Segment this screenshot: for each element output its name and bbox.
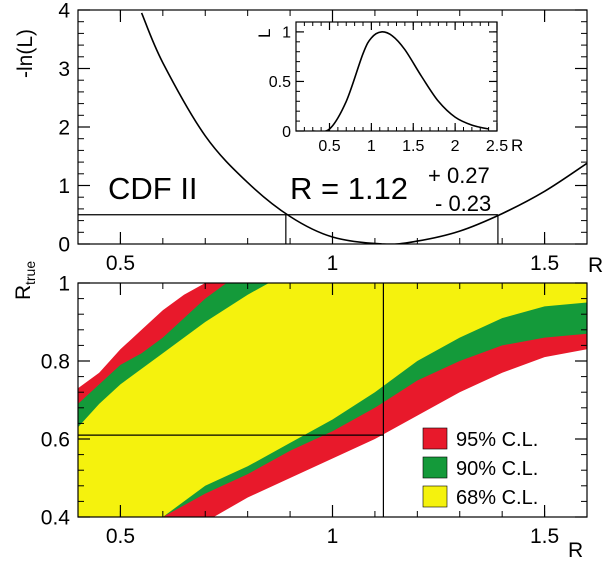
inset-panel: 0.5 1 1.5 2 2.5 00.51 R L — [255, 21, 523, 155]
bottom-panel: 0.5 1 1.5 0.4 0.6 0.8 1 R R true 95% C.L. 90% … — [12, 261, 588, 562]
y-tick-label: 0 — [282, 124, 291, 141]
rtrue-label-main: R — [12, 285, 35, 300]
top-panel: 0.5 1 1.5 0 1 2 3 4 R -ln(L) CDF II R = 1.12 +… — [14, 0, 603, 277]
result-value: R = 1.12 — [290, 171, 408, 206]
y-tick-label: 0.5 — [269, 74, 291, 91]
bottom-x-tick-labels: 0.5 1 1.5 — [106, 525, 559, 548]
x-tick-label: 1.5 — [530, 252, 559, 275]
result-minus-error: - 0.23 — [435, 191, 491, 216]
x-tick-label: 1 — [327, 252, 339, 275]
inset-axis-ticks — [295, 21, 498, 132]
x-tick-label: 2 — [451, 138, 460, 155]
x-tick-label: 1 — [367, 138, 376, 155]
bottom-axis-ticks — [77, 282, 588, 518]
bottom-y-axis-label: R true — [12, 261, 38, 300]
legend-swatch — [422, 485, 448, 508]
confidence-bands — [78, 283, 587, 517]
top-x-axis-label: R — [588, 254, 603, 277]
legend-swatch — [422, 456, 448, 479]
likelihood-curve — [312, 31, 489, 131]
top-y-tick-labels: 0 1 2 3 4 — [58, 0, 70, 257]
y-tick-label: 4 — [58, 0, 70, 23]
x-tick-label: 0.5 — [106, 525, 135, 548]
inset-x-axis-label: R — [511, 136, 523, 155]
legend-label: 68% C.L. — [456, 487, 538, 509]
inset-y-tick-labels: 00.51 — [269, 25, 291, 141]
x-tick-label: 1.5 — [530, 525, 559, 548]
y-tick-label: 2 — [58, 117, 70, 140]
experiment-label: CDF II — [108, 171, 198, 206]
x-tick-label: 1.5 — [402, 138, 424, 155]
y-tick-label: 1 — [282, 25, 291, 42]
inset-y-axis-label: L — [255, 29, 274, 38]
top-axis-ticks — [77, 9, 588, 245]
legend-label: 90% C.L. — [456, 458, 538, 480]
y-tick-label: 3 — [58, 58, 70, 81]
inset-x-tick-labels: 0.5 1 1.5 2 2.5 — [318, 138, 508, 155]
rtrue-label-sub: true — [22, 261, 38, 285]
x-tick-label: 2.5 — [486, 138, 508, 155]
y-tick-label: 0.4 — [41, 507, 71, 530]
x-tick-label: 0.5 — [318, 138, 340, 155]
y-tick-label: 1 — [58, 175, 70, 198]
y-tick-label: 0.8 — [41, 351, 70, 374]
legend-label: 95% C.L. — [456, 429, 538, 451]
x-tick-label: 1 — [327, 525, 339, 548]
legend: 95% C.L. 90% C.L. 68% C.L. — [422, 427, 538, 509]
top-x-tick-labels: 0.5 1 1.5 — [106, 252, 559, 275]
inset-frame — [295, 21, 498, 132]
legend-swatch — [422, 427, 448, 450]
y-tick-label: 0.6 — [41, 429, 70, 452]
bottom-x-axis-label: R — [568, 539, 583, 562]
y-tick-label: 0 — [58, 234, 70, 257]
y-tick-label: 1 — [58, 273, 70, 296]
band-68-c-l — [78, 283, 587, 517]
bottom-y-tick-labels: 0.4 0.6 0.8 1 — [41, 273, 71, 530]
result-plus-error: + 0.27 — [428, 163, 490, 188]
neg-log-likelihood-curve — [140, 12, 587, 244]
top-y-axis-label: -ln(L) — [14, 29, 37, 78]
x-tick-label: 0.5 — [106, 252, 135, 275]
